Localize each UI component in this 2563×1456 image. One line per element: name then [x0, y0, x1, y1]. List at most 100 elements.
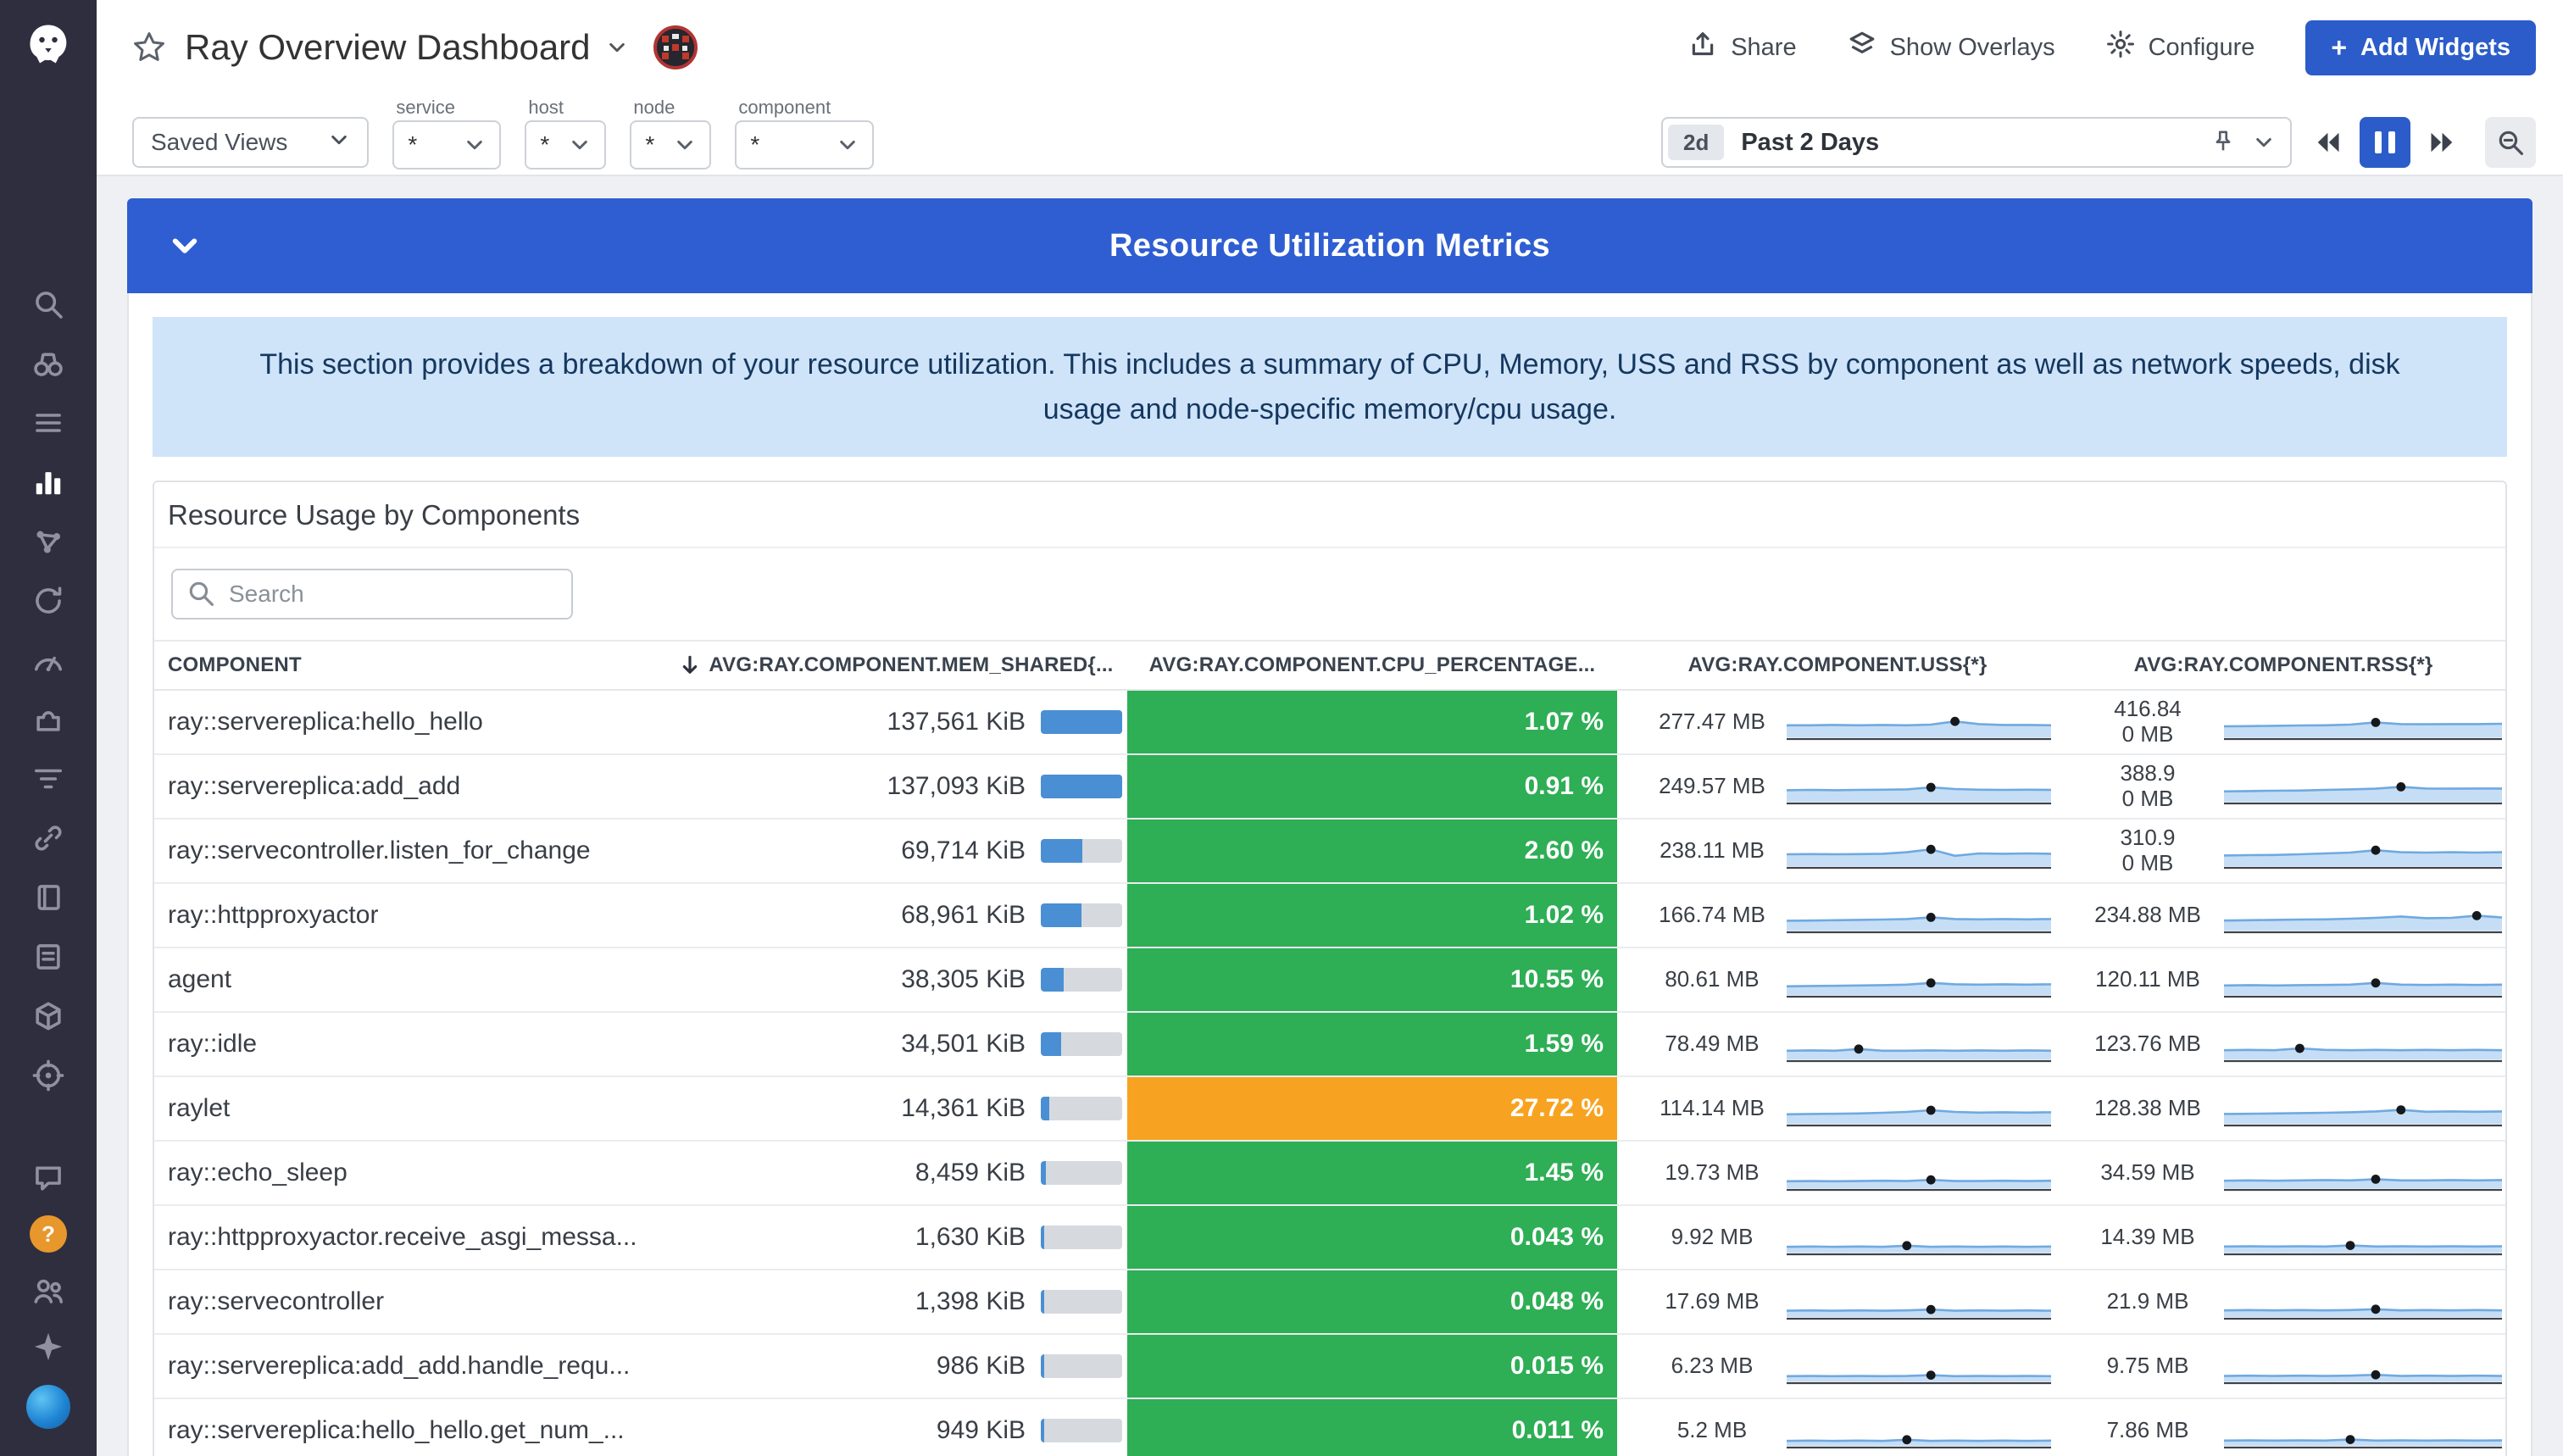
configure-button[interactable]: Configure: [2106, 30, 2254, 65]
mem-bar: [1041, 903, 1122, 928]
users-icon[interactable]: [31, 1273, 66, 1309]
rss-cell: 310.9 0 MB: [2058, 820, 2505, 882]
table-row[interactable]: ray::servereplica:hello_hello 137,561 KiB…: [154, 691, 2505, 756]
filter-service-select[interactable]: *: [392, 120, 502, 169]
time-range-label: Past 2 Days: [1741, 128, 1880, 156]
table-row[interactable]: ray::servereplica:hello_hello.get_num_..…: [154, 1399, 2505, 1456]
filter-component-select[interactable]: *: [735, 120, 875, 169]
uss-sparkline: [1786, 1151, 2052, 1195]
uss-cell: 78.49 MB: [1617, 1013, 2058, 1075]
saved-views-button[interactable]: Saved Views: [132, 117, 370, 168]
uss-cell: 80.61 MB: [1617, 948, 2058, 1011]
uss-value: 249.57 MB: [1659, 773, 1765, 799]
table-search-input[interactable]: [171, 569, 573, 620]
gauge-icon[interactable]: [31, 642, 66, 678]
rss-value: 123.76 MB: [2094, 1031, 2201, 1057]
column-mem-shared[interactable]: AVG:RAY.COMPONENT.MEM_SHARED{...: [664, 642, 1127, 689]
table-row[interactable]: agent 38,305 KiB 10.55 % 80.61 MB 120.11 MB: [154, 948, 2505, 1014]
time-backward-button[interactable]: [2312, 127, 2343, 158]
share-button[interactable]: Share: [1688, 30, 1797, 65]
link-icon[interactable]: [31, 820, 66, 856]
table-row[interactable]: ray::servecontroller 1,398 KiB 0.048 % 17.6…: [154, 1270, 2505, 1336]
rss-cell: 120.11 MB: [2058, 948, 2505, 1011]
rss-sparkline: [2223, 893, 2503, 937]
pin-icon[interactable]: [2210, 130, 2236, 155]
title-chevron-icon[interactable]: [606, 36, 628, 58]
bar-chart-icon[interactable]: [31, 464, 66, 500]
search-icon[interactable]: [31, 286, 66, 322]
uss-value: 17.69 MB: [1665, 1288, 1760, 1314]
filter-node-select[interactable]: *: [630, 120, 712, 169]
table-search: [171, 569, 573, 620]
filter-host-select[interactable]: *: [525, 120, 607, 169]
group-header[interactable]: Resource Utilization Metrics: [127, 198, 2532, 293]
rss-sparkline: [2223, 1344, 2503, 1388]
mem-bar: [1041, 1032, 1122, 1057]
component-name: raylet: [168, 1094, 231, 1123]
sparkle-icon[interactable]: [31, 1329, 66, 1364]
puzzle-icon[interactable]: [31, 702, 66, 737]
table-row[interactable]: ray::idle 34,501 KiB 1.59 % 78.49 MB 123.76 …: [154, 1013, 2505, 1078]
dashboard-avatar[interactable]: [653, 25, 698, 69]
cpu-value: 27.72 %: [1509, 1094, 1604, 1123]
pipeline-icon[interactable]: [31, 761, 66, 797]
sidebar-nav: [31, 286, 66, 1093]
column-rss[interactable]: AVG:RAY.COMPONENT.RSS{*}: [2133, 653, 2433, 677]
list-icon[interactable]: [31, 405, 66, 441]
user-avatar[interactable]: [26, 1385, 70, 1429]
cpu-cell: 0.048 %: [1127, 1270, 1617, 1334]
table-row[interactable]: raylet 14,361 KiB 27.72 % 114.14 MB 128.38 M…: [154, 1077, 2505, 1142]
zoom-out-button[interactable]: [2485, 117, 2536, 168]
chevron-down-icon: [569, 134, 591, 156]
favorite-star-icon[interactable]: [132, 31, 166, 64]
rss-cell: 34.59 MB: [2058, 1142, 2505, 1204]
cluster-icon[interactable]: [31, 524, 66, 559]
component-name: ray::servereplica:add_add.handle_requ...: [168, 1352, 631, 1381]
column-component[interactable]: COMPONENT: [168, 653, 302, 677]
time-preset-chip[interactable]: 2d: [1668, 125, 1725, 160]
time-forward-button[interactable]: [2427, 127, 2458, 158]
rss-value: 416.84 0 MB: [2114, 696, 2182, 747]
title-row: Ray Overview Dashboard Share Show Overla…: [97, 0, 2563, 95]
table-row[interactable]: ray::servecontroller.listen_for_change 69…: [154, 820, 2505, 885]
rss-value: 310.9 0 MB: [2120, 825, 2176, 876]
chevron-down-icon[interactable]: [2253, 131, 2275, 153]
column-cpu-percentage[interactable]: AVG:RAY.COMPONENT.CPU_PERCENTAGE...: [1148, 653, 1596, 677]
mem-cell: 34,501 KiB: [664, 1013, 1127, 1075]
table-row[interactable]: ray::echo_sleep 8,459 KiB 1.45 % 19.73 MB 34…: [154, 1142, 2505, 1207]
pause-button[interactable]: [2360, 117, 2410, 168]
uss-sparkline: [1786, 1086, 2052, 1131]
table-row[interactable]: ray::servereplica:add_add 137,093 KiB 0.91…: [154, 755, 2505, 820]
filter-service: service *: [392, 95, 502, 169]
table-row[interactable]: ray::httpproxyactor 68,961 KiB 1.02 % 166.7…: [154, 884, 2505, 949]
add-widgets-button[interactable]: + Add Widgets: [2305, 19, 2536, 75]
cpu-cell: 0.015 %: [1127, 1335, 1617, 1398]
help-icon[interactable]: ?: [30, 1215, 67, 1253]
column-uss[interactable]: AVG:RAY.COMPONENT.USS{*}: [1687, 653, 1988, 677]
sidebar: ?: [0, 0, 97, 1456]
show-overlays-button[interactable]: Show Overlays: [1848, 30, 2055, 65]
cpu-value: 2.60 %: [1524, 836, 1604, 865]
uss-cell: 114.14 MB: [1617, 1077, 2058, 1140]
share-label: Share: [1731, 33, 1797, 61]
sync-icon[interactable]: [31, 583, 66, 619]
table-row[interactable]: ray::httpproxyactor.receive_asgi_messa..…: [154, 1206, 2505, 1271]
table-row[interactable]: ray::servereplica:add_add.handle_requ...…: [154, 1335, 2505, 1400]
chat-icon[interactable]: [31, 1159, 66, 1195]
mem-value: 14,361 KiB: [901, 1094, 1026, 1123]
datadog-logo-icon[interactable]: [19, 15, 77, 73]
collapse-chevron-icon[interactable]: [168, 229, 202, 263]
target-icon[interactable]: [31, 1058, 66, 1093]
rss-cell: 416.84 0 MB: [2058, 691, 2505, 753]
mem-value: 137,561 KiB: [887, 708, 1026, 736]
mem-bar: [1041, 1161, 1122, 1186]
binoculars-icon[interactable]: [31, 346, 66, 381]
time-range-picker[interactable]: 2d Past 2 Days: [1661, 117, 2292, 168]
checklist-icon[interactable]: [31, 939, 66, 975]
mem-cell: 68,961 KiB: [664, 884, 1127, 947]
package-icon[interactable]: [31, 998, 66, 1034]
mem-bar: [1041, 1225, 1122, 1250]
notebook-icon[interactable]: [31, 880, 66, 915]
sort-desc-icon: [678, 653, 702, 677]
rss-value: 7.86 MB: [2106, 1417, 2189, 1443]
